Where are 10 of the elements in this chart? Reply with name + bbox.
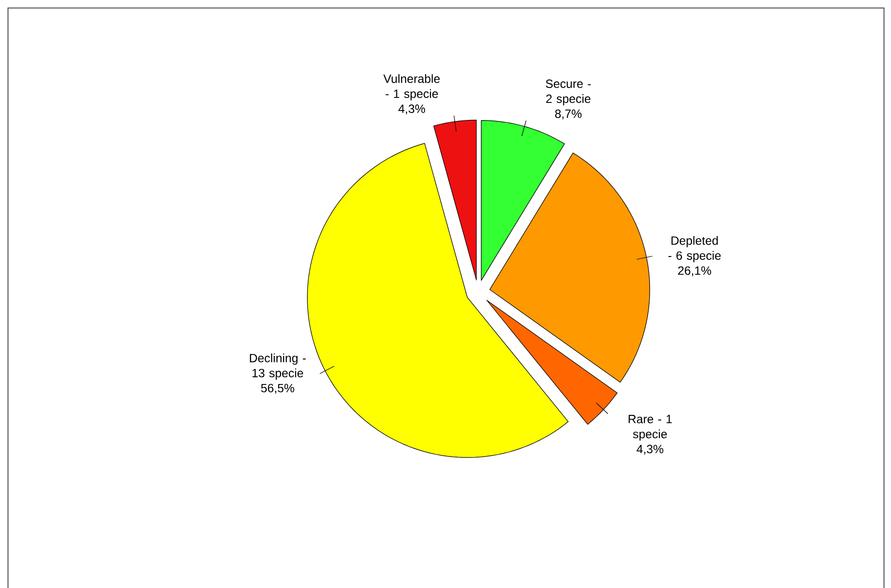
slice-label: Declining - 13 specie [250, 353, 306, 380]
data-label: 4,3% [398, 104, 426, 114]
data-label: 4,3% [636, 444, 664, 454]
slice-label: Depleted - 6 specie [668, 236, 721, 262]
slice-label: Vulnerable - 1 specie [383, 74, 440, 100]
data-label: 26,1% [678, 266, 712, 276]
data-label: 8,7% [555, 109, 582, 120]
data-label: 56,5% [261, 384, 294, 394]
slice-label: Secure - 2 specie [546, 79, 591, 106]
slice-label: Rare - 1 specie [628, 414, 672, 440]
